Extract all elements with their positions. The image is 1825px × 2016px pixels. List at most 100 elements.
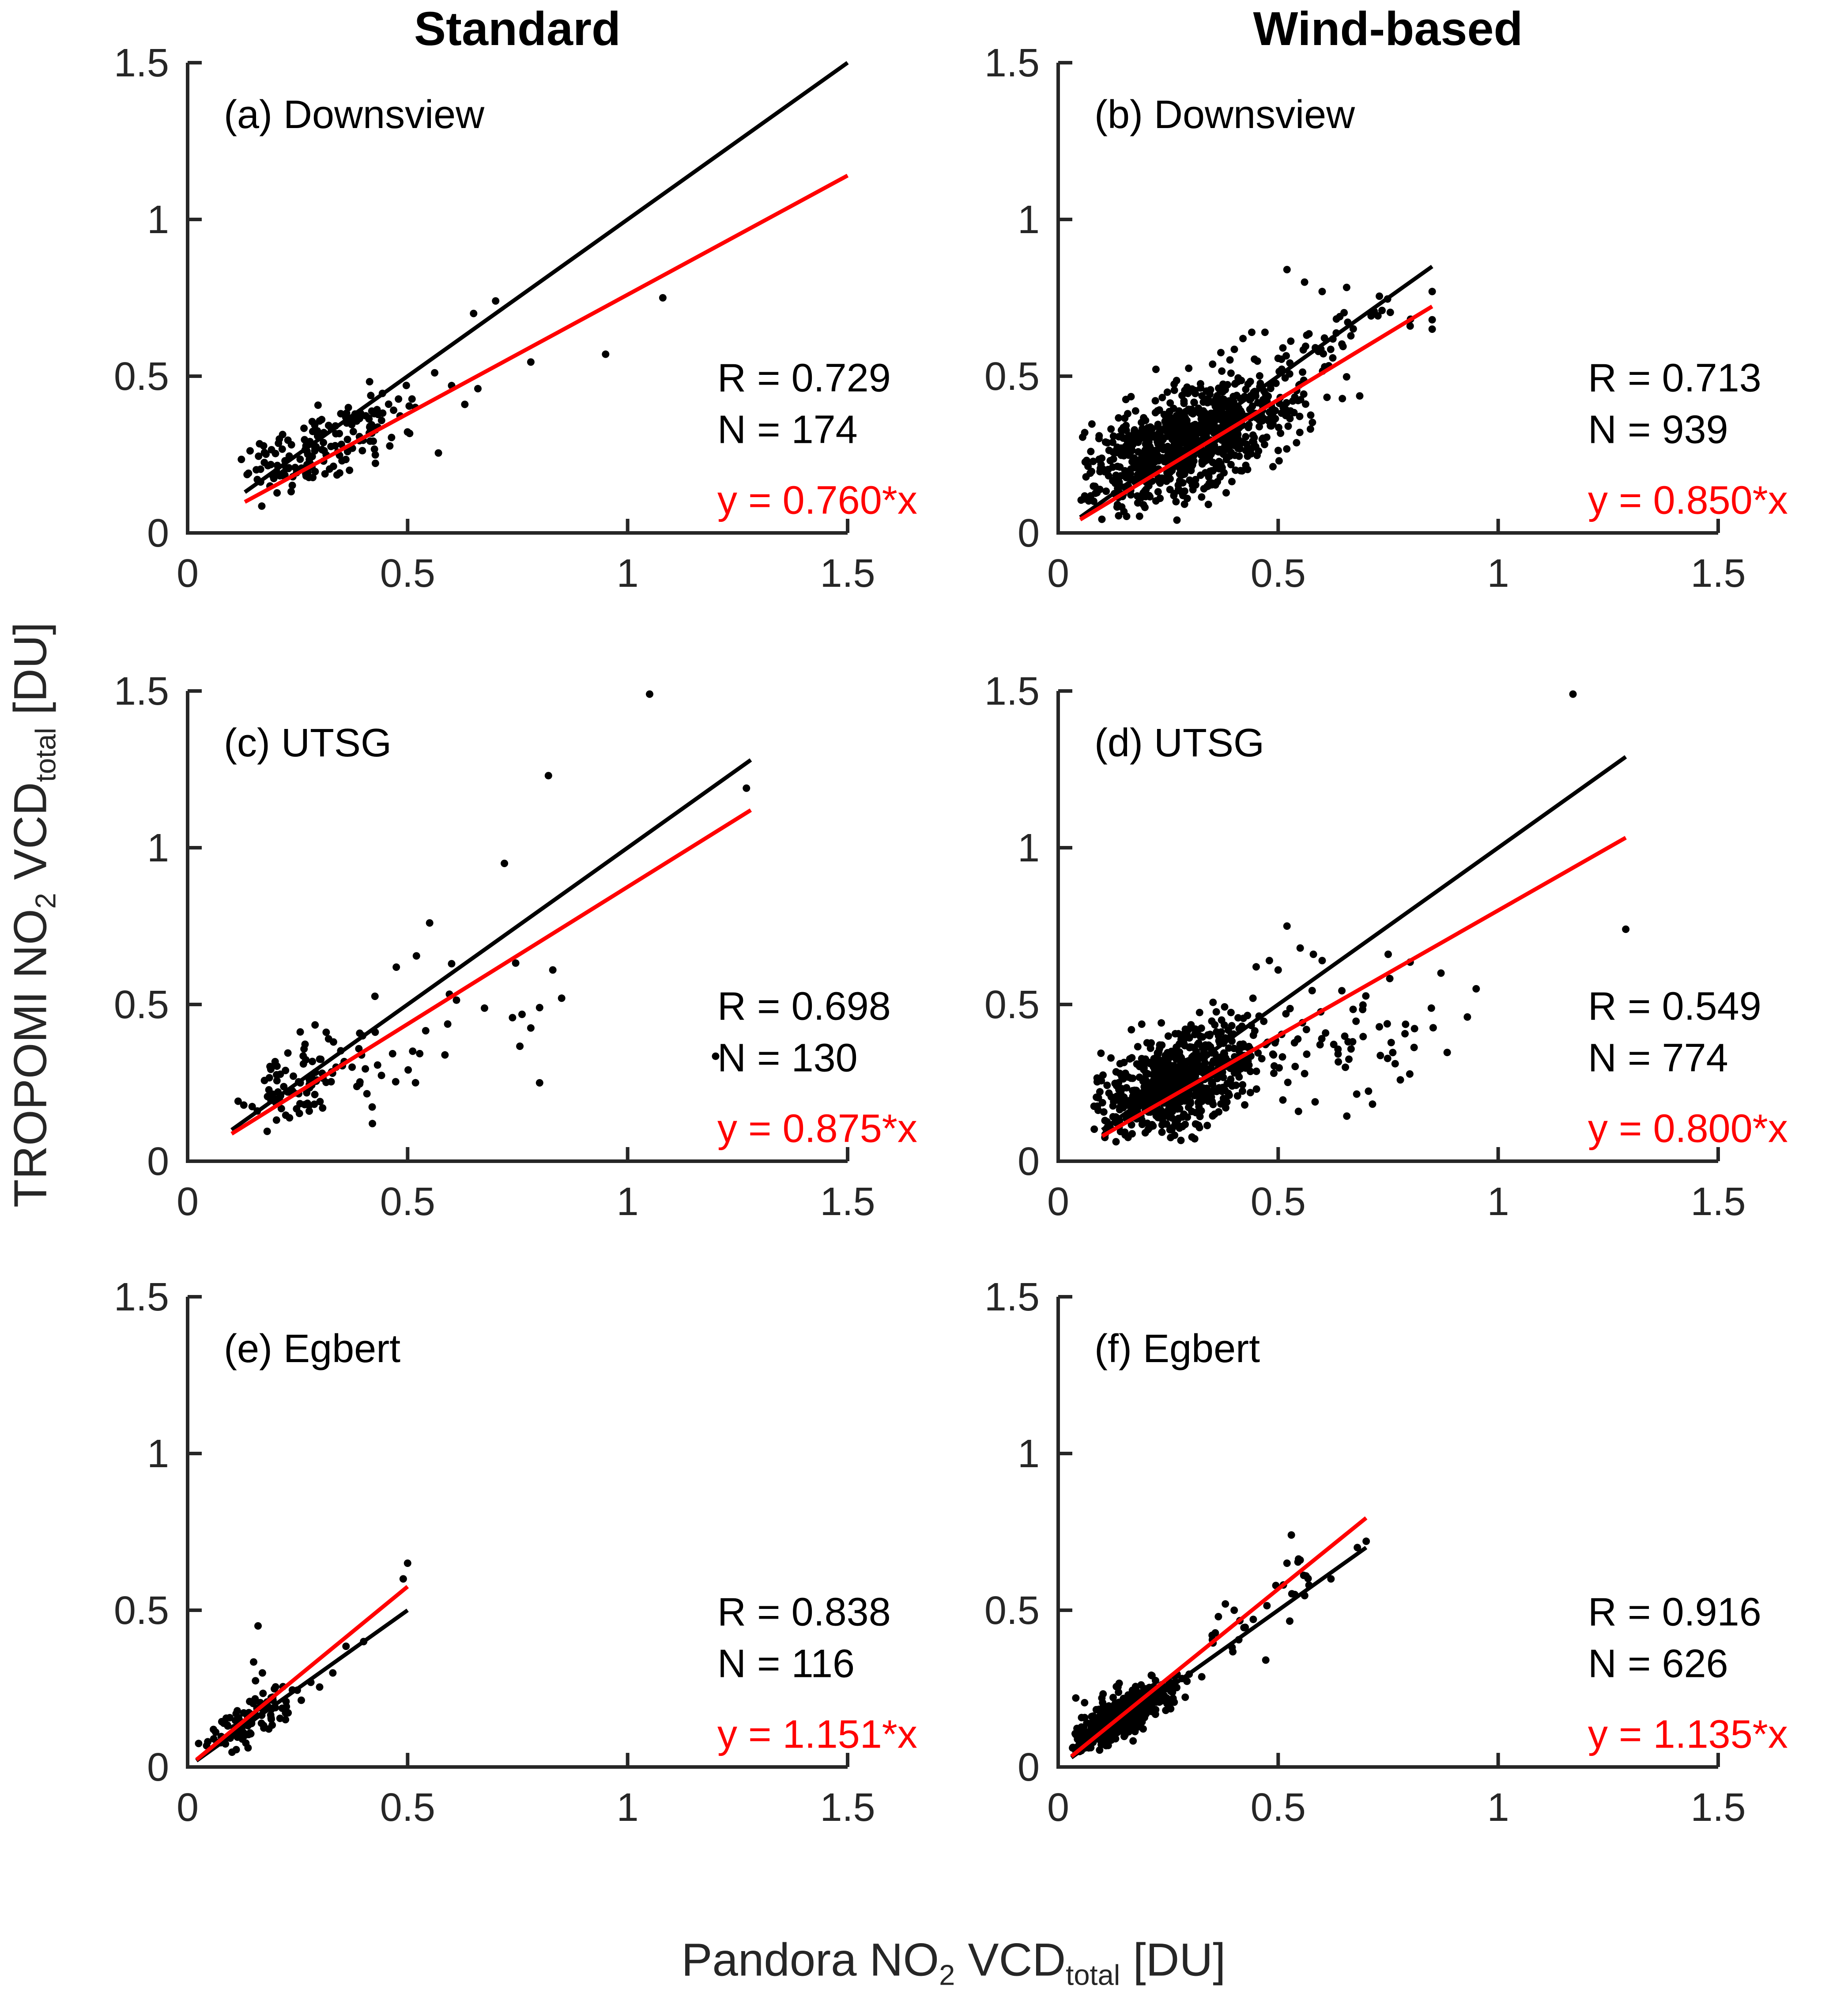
scatter-point <box>1247 450 1255 458</box>
scatter-point <box>333 471 341 479</box>
scatter-point <box>1097 1715 1105 1723</box>
scatter-point <box>1175 1072 1183 1080</box>
scatter-point <box>1208 1098 1216 1106</box>
scatter-point <box>1094 1106 1102 1114</box>
scatter-point <box>1208 1066 1216 1074</box>
scatter-point <box>1374 312 1382 320</box>
scatter-point <box>260 459 268 466</box>
scatter-point <box>1170 1698 1178 1706</box>
scatter-point <box>1187 467 1195 475</box>
scatter-point <box>1182 466 1190 474</box>
scatter-point <box>1077 1727 1085 1735</box>
scatter-point <box>1115 1079 1123 1087</box>
scatter-point <box>1114 1710 1122 1718</box>
scatter-point <box>1209 360 1217 368</box>
scatter-point <box>646 690 653 698</box>
scatter-point <box>254 1622 262 1630</box>
scatter-point <box>1250 438 1258 446</box>
scatter-point <box>1254 1049 1262 1057</box>
scatter-point <box>1271 1039 1279 1047</box>
scatter-point <box>332 430 340 438</box>
scatter-point <box>1161 1065 1169 1073</box>
scatter-point <box>1207 413 1215 421</box>
scatter-point <box>1104 439 1111 447</box>
scatter-point <box>1160 1692 1168 1700</box>
scatter-point <box>1199 398 1207 406</box>
scatter-point <box>1259 401 1267 409</box>
scatter-point <box>1176 1048 1184 1056</box>
scatter-point <box>1128 1706 1136 1714</box>
scatter-point <box>1176 1040 1183 1048</box>
scatter-point <box>1172 1070 1180 1077</box>
scatter-point <box>1094 1725 1102 1733</box>
scatter-point <box>1109 1709 1117 1717</box>
scatter-point <box>1166 457 1173 464</box>
scatter-point <box>1191 1031 1199 1038</box>
y-tick-label: 1 <box>1018 198 1040 242</box>
scatter-point <box>1075 1727 1083 1735</box>
scatter-point <box>1174 1079 1182 1087</box>
scatter-point <box>265 1086 273 1094</box>
scatter-point <box>1172 1091 1180 1099</box>
scatter-point <box>1131 461 1139 468</box>
x-tick-label: 1.5 <box>820 551 875 596</box>
scatter-point <box>1105 472 1112 479</box>
scatter-point <box>1304 1574 1312 1582</box>
scatter-point <box>1112 474 1120 482</box>
scatter-point <box>1131 1703 1138 1711</box>
scatter-point <box>1115 1710 1123 1718</box>
scatter-point <box>1191 421 1199 428</box>
scatter-point <box>1105 1715 1112 1723</box>
scatter-point <box>1291 1063 1299 1070</box>
scatter-point <box>1278 1053 1286 1061</box>
scatter-point <box>1353 1090 1361 1098</box>
scatter-point <box>368 421 376 429</box>
scatter-point <box>242 1739 250 1747</box>
scatter-point <box>474 385 482 393</box>
scatter-point <box>308 1073 316 1081</box>
scatter-point <box>1258 435 1266 443</box>
scatter-point <box>1128 1106 1136 1114</box>
scatter-point <box>319 1074 327 1082</box>
scatter-point <box>1107 1093 1115 1101</box>
scatter-point <box>1205 473 1213 481</box>
scatter-point <box>1101 1130 1109 1138</box>
scatter-point <box>284 1049 292 1057</box>
scatter-point <box>356 1078 364 1086</box>
scatter-point <box>1243 412 1251 420</box>
scatter-point <box>344 444 352 452</box>
scatter-point <box>1133 1688 1141 1695</box>
scatter-point <box>1141 1696 1149 1704</box>
scatter-point <box>516 1042 524 1050</box>
scatter-point <box>1185 454 1193 462</box>
scatter-point <box>1173 1079 1181 1087</box>
scatter-point <box>1242 1064 1250 1072</box>
scatter-point <box>1127 393 1135 400</box>
scatter-point <box>1101 1711 1109 1719</box>
scatter-point <box>295 1090 303 1098</box>
scatter-point <box>1192 1120 1199 1128</box>
scatter-point <box>1219 422 1227 430</box>
scatter-point <box>233 1717 241 1725</box>
scatter-point <box>1150 449 1158 457</box>
scatter-point <box>1283 411 1291 419</box>
scatter-point <box>1269 411 1277 419</box>
scatter-point <box>277 1105 285 1113</box>
scatter-point <box>1222 445 1230 453</box>
scatter-point <box>1108 1722 1116 1730</box>
scatter-point <box>1116 489 1124 497</box>
scatter-point <box>1199 1087 1207 1095</box>
scatter-point <box>1214 399 1222 407</box>
y-tick-label: 0 <box>147 511 169 555</box>
scatter-point <box>1143 1703 1151 1710</box>
scatter-point <box>1223 438 1231 446</box>
scatter-point <box>1165 424 1173 432</box>
scatter-point <box>284 1088 292 1096</box>
scatter-point <box>1082 473 1090 481</box>
scatter-point <box>1191 1065 1199 1073</box>
scatter-point <box>240 1729 248 1737</box>
scatter-point <box>1075 1740 1083 1748</box>
scatter-point <box>1146 1703 1154 1711</box>
scatter-point <box>371 459 379 467</box>
scatter-point <box>1169 1071 1177 1079</box>
